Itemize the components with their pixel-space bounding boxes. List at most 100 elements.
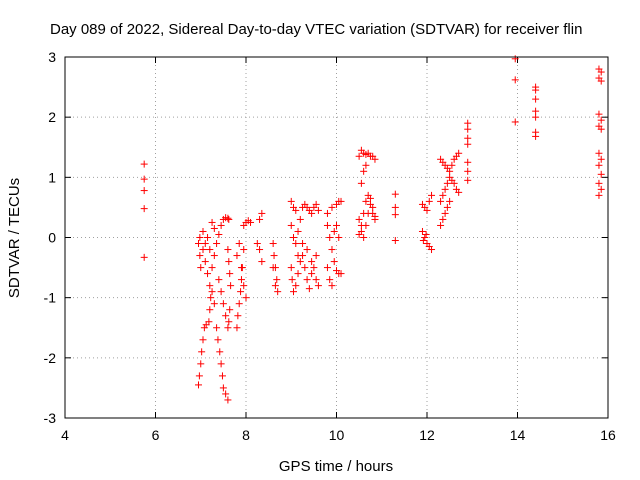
data-point	[210, 224, 218, 232]
data-point	[227, 282, 235, 290]
data-point	[360, 234, 368, 241]
data-point	[140, 205, 148, 213]
data-point	[225, 258, 233, 266]
data-point	[214, 336, 222, 344]
data-point	[222, 312, 230, 320]
data-point	[532, 86, 540, 94]
data-point	[511, 76, 519, 84]
data-point	[234, 312, 242, 320]
data-point	[219, 384, 227, 392]
data-point	[226, 270, 234, 278]
data-point	[362, 161, 370, 169]
data-point	[455, 188, 463, 196]
axis-ticks	[64, 56, 609, 419]
data-point	[443, 203, 451, 211]
data-point	[355, 152, 363, 160]
data-point	[296, 258, 304, 266]
data-point	[443, 179, 451, 187]
data-point	[303, 246, 311, 254]
data-point	[204, 234, 212, 241]
data-point	[225, 215, 233, 223]
data-point	[296, 215, 304, 223]
data-point	[597, 155, 605, 163]
data-point	[217, 288, 225, 296]
data-point	[333, 221, 340, 229]
data-point	[292, 206, 300, 214]
data-point	[258, 209, 266, 217]
data-point	[337, 270, 345, 278]
data-point	[369, 209, 377, 217]
data-point	[464, 176, 472, 184]
data-point	[194, 381, 202, 389]
data-point	[330, 227, 338, 235]
data-point	[439, 191, 447, 199]
plot-frame	[64, 56, 609, 419]
data-point	[464, 167, 472, 175]
data-point	[225, 318, 233, 326]
data-point	[199, 246, 207, 254]
data-point	[247, 218, 255, 226]
data-point	[357, 227, 365, 235]
data-point	[328, 246, 336, 254]
data-point	[595, 149, 603, 157]
data-point	[273, 276, 281, 284]
data-point	[207, 294, 215, 302]
data-point	[303, 276, 311, 284]
data-point	[292, 240, 300, 248]
data-point	[208, 264, 216, 272]
data-point	[200, 324, 208, 332]
data-point	[287, 221, 295, 229]
data-point	[237, 276, 245, 284]
data-point	[290, 234, 298, 241]
data-point	[464, 140, 472, 148]
data-point	[140, 187, 148, 195]
data-point	[208, 218, 216, 226]
data-point	[237, 288, 245, 296]
data-point	[195, 372, 203, 380]
data-point	[308, 270, 316, 278]
data-point	[274, 288, 282, 296]
data-point	[323, 264, 331, 272]
data-point	[595, 191, 603, 199]
x-tick-label: 14	[510, 427, 526, 443]
data-point	[206, 282, 214, 290]
data-point	[595, 179, 603, 187]
data-point	[287, 264, 295, 272]
data-point	[233, 252, 241, 260]
data-point	[441, 209, 449, 217]
data-point	[437, 197, 445, 205]
data-point	[532, 107, 540, 115]
data-point	[201, 258, 209, 266]
data-point	[371, 215, 379, 223]
data-point	[597, 185, 605, 193]
data-point	[222, 390, 230, 398]
y-tick-label: 2	[48, 109, 56, 125]
data-point	[308, 209, 316, 217]
data-point	[204, 270, 212, 278]
data-point	[301, 264, 309, 272]
data-point	[294, 270, 302, 278]
data-point	[439, 215, 447, 223]
data-point	[437, 221, 445, 229]
data-point	[312, 276, 320, 284]
data-point	[242, 294, 250, 302]
data-point	[425, 197, 433, 205]
data-point	[233, 324, 241, 332]
y-tick-label: 1	[48, 169, 56, 185]
data-point	[446, 167, 454, 175]
data-point	[240, 246, 248, 254]
data-point	[294, 252, 302, 260]
x-tick-label: 10	[329, 427, 345, 443]
data-point	[256, 246, 264, 254]
data-point	[337, 197, 345, 205]
data-point	[288, 276, 296, 284]
data-point	[198, 348, 206, 356]
data-point	[213, 324, 221, 332]
data-point	[215, 230, 223, 238]
data-point	[532, 132, 540, 140]
data-point	[391, 203, 399, 211]
data-point	[441, 185, 449, 193]
y-tick-label: -2	[44, 350, 57, 366]
data-point	[419, 237, 427, 245]
